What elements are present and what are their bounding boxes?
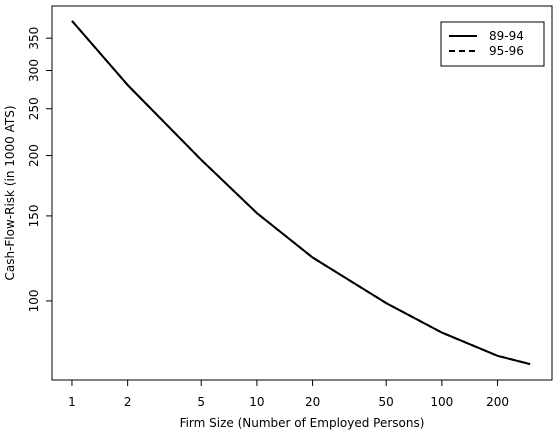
x-tick-label: 20 [305,395,320,409]
x-axis-label: Firm Size (Number of Employed Persons) [180,416,425,430]
legend-label: 89-94 [489,29,524,43]
y-tick-label: 100 [27,289,41,312]
plot-frame [51,5,553,381]
x-tick-label: 50 [379,395,394,409]
y-tick-label: 250 [27,97,41,120]
x-tick-label: 100 [430,395,453,409]
y-axis-label: Cash-Flow-Risk (in 1000 ATS) [3,105,17,280]
y-tick-label: 200 [27,144,41,167]
y-tick-label: 350 [27,27,41,50]
x-tick-label: 10 [249,395,264,409]
x-tick-label: 200 [486,395,509,409]
y-tick-label: 150 [27,204,41,227]
series-line [71,20,531,366]
series-line [71,20,531,366]
legend-box [440,21,545,67]
y-tick-label: 300 [27,59,41,82]
legend-label: 95-96 [489,44,524,58]
x-tick-label: 1 [68,395,76,409]
x-tick-label: 5 [197,395,205,409]
x-tick-label: 2 [124,395,132,409]
